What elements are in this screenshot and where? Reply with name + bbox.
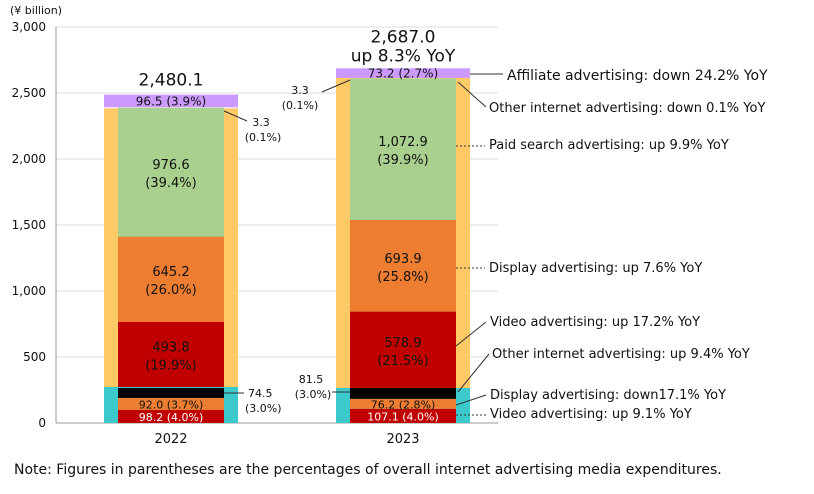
data-label-video-2022: 493.8 <box>152 340 189 355</box>
data-label-paid-search-2023: 1,072.9 <box>378 135 428 150</box>
x-tick-label-2023: 2023 <box>386 432 419 447</box>
data-label-video-small-2022: 98.2 (4.0%) <box>139 411 204 424</box>
data-label-pct-video-2022: (19.9%) <box>145 358 196 373</box>
bar-segment-display-small-2023 <box>350 398 456 409</box>
bar-segment-video-2022 <box>118 321 224 388</box>
leader-line-annotation-video-up <box>455 321 487 347</box>
annotation-video-small-up: Video advertising: up 9.1% YoY <box>490 407 692 422</box>
callout-2022-other-small-value: 74.5 <box>248 387 273 400</box>
y-tick-label: 3,000 <box>12 20 46 34</box>
annotation-other-internet-down: Other internet advertising: down 0.1% Yo… <box>489 101 765 116</box>
y-tick-label: 1,000 <box>12 284 46 298</box>
data-label-video-small-2023: 107.1 (4.0%) <box>367 410 439 423</box>
data-label-pct-display-2023: (25.8%) <box>377 270 428 285</box>
bar-segment-video-small-2022 <box>118 410 224 423</box>
leader-line-annotation-other-internet-up <box>457 353 490 393</box>
callout-2023-other-small-value: 81.5 <box>299 373 324 386</box>
data-label-paid-search-2022: 976.6 <box>152 158 189 173</box>
callout-2022-other-internet-value: 3.3 <box>252 116 270 129</box>
data-label-video-2023: 578.9 <box>384 336 421 351</box>
bar-segment-display-2023 <box>350 220 456 312</box>
annotation-affiliate: Affiliate advertising: down 24.2% YoY <box>507 68 768 84</box>
annotation-display-up: Display advertising: up 7.6% YoY <box>489 261 702 276</box>
total-label-2022: 2,480.1 <box>139 71 204 91</box>
y-tick-label: 2,500 <box>12 86 46 100</box>
total-label-2023: 2,687.0 <box>371 27 436 47</box>
annotation-paid-search: Paid search advertising: up 9.9% YoY <box>489 138 729 153</box>
annotation-other-internet-up: Other internet advertising: up 9.4% YoY <box>492 347 750 362</box>
bar-segment-other-small-2023 <box>350 388 456 399</box>
bar-segment-paid-search-2022 <box>118 107 224 237</box>
annotation-display-down: Display advertising: down17.1% YoY <box>490 388 726 403</box>
bar-segment-video-2023 <box>350 311 456 389</box>
data-label-pct-display-2022: (26.0%) <box>145 283 196 298</box>
bar-segment-other-small-2022 <box>118 388 224 398</box>
data-label-display-2022: 645.2 <box>152 265 189 280</box>
bar-segment-paid-search-2023 <box>350 78 456 221</box>
data-label-display-small-2022: 92.0 (3.7%) <box>139 398 204 411</box>
bar-segment-display-small-2022 <box>118 397 224 411</box>
bar-segment-video-small-2023 <box>350 408 456 423</box>
bar-segment-display-2022 <box>118 236 224 322</box>
yoy-label-2023: up 8.3% YoY <box>351 46 456 66</box>
y-tick-label: 1,500 <box>12 218 46 232</box>
bar-segment-affiliate-2023 <box>336 68 470 78</box>
data-label-display-2023: 693.9 <box>384 252 421 267</box>
x-tick-label-2022: 2022 <box>154 432 187 447</box>
callout-2022-other-small-pct: (3.0%) <box>245 402 282 415</box>
data-label-pct-paid-search-2022: (39.4%) <box>145 176 196 191</box>
leader-line-annotation-display-down <box>455 394 487 406</box>
callout-line-2023-top <box>321 79 351 93</box>
callout-2022-other-internet-pct: (0.1%) <box>245 131 282 144</box>
y-tick-label: 500 <box>23 350 46 364</box>
callout-2023-other-internet-pct: (0.1%) <box>282 99 319 112</box>
callout-2023-other-internet-value: 3.3 <box>291 84 309 97</box>
y-tick-label: 0 <box>38 416 46 430</box>
bar-segment-affiliate-2022 <box>104 94 238 108</box>
data-label-affiliate-2023: 73.2 (2.7%) <box>368 67 438 81</box>
annotation-video-up: Video advertising: up 17.2% YoY <box>490 315 700 330</box>
data-label-affiliate-2022: 96.5 (3.9%) <box>136 94 206 108</box>
y-tick-label: 2,000 <box>12 152 46 166</box>
y-axis-unit-label: (¥ billion) <box>10 4 62 17</box>
data-label-pct-paid-search-2023: (39.9%) <box>377 153 428 168</box>
data-label-pct-video-2023: (21.5%) <box>377 354 428 369</box>
callout-line-2022-top <box>223 110 248 122</box>
callout-2023-other-small-pct: (3.0%) <box>295 388 332 401</box>
footnote: Note: Figures in parentheses are the per… <box>14 462 722 478</box>
data-label-display-small-2023: 76.2 (2.8%) <box>371 398 436 411</box>
leader-line-annotation-other-internet-down <box>457 81 487 108</box>
